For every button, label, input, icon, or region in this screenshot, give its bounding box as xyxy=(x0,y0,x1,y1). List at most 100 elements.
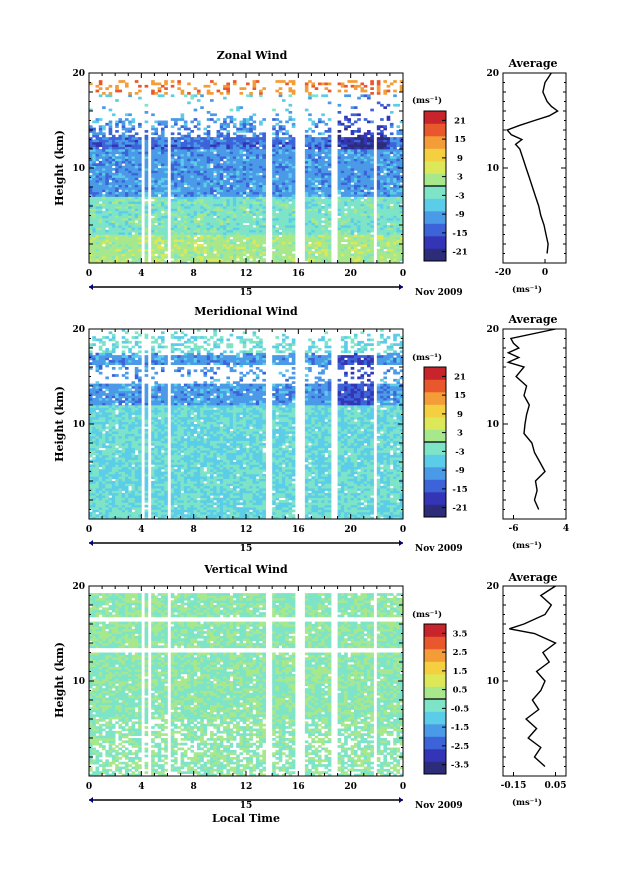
heatmap-cell xyxy=(275,255,280,259)
heatmap-cell xyxy=(219,220,224,223)
heatmap-cell xyxy=(249,201,253,204)
heatmap-cell xyxy=(223,258,227,261)
heatmap-cell xyxy=(128,92,132,95)
heatmap-cell xyxy=(213,149,217,152)
heatmap-cell xyxy=(121,210,126,214)
heatmap-cell xyxy=(246,220,250,223)
heatmap-cell xyxy=(190,239,195,242)
heatmap-cell xyxy=(206,229,211,233)
heatmap-cell xyxy=(291,191,296,195)
heatmap-cell xyxy=(164,158,168,162)
heatmap-cell xyxy=(367,172,371,176)
heatmap-cell xyxy=(399,232,404,235)
heatmap-cell xyxy=(314,258,319,261)
heatmap-cell xyxy=(396,168,401,171)
heatmap-cell xyxy=(272,196,276,200)
heatmap-cell xyxy=(160,255,165,259)
heatmap-cell xyxy=(102,163,106,166)
heatmap-cell xyxy=(357,244,361,247)
heatmap-cell xyxy=(108,208,113,212)
heatmap-cell xyxy=(246,215,250,219)
heatmap-cell xyxy=(288,187,293,190)
heatmap-cell xyxy=(170,84,175,88)
heatmap-cell xyxy=(98,229,103,233)
heatmap-cell xyxy=(128,220,132,223)
heatmap-cell xyxy=(144,103,149,107)
heatmap-cell xyxy=(360,227,365,231)
heatmap-cell xyxy=(363,182,368,185)
heatmap-cell xyxy=(180,168,185,171)
heatmap-cell xyxy=(308,236,312,240)
heatmap-cell xyxy=(138,170,142,174)
heatmap-cell xyxy=(160,156,165,159)
heatmap-cell xyxy=(272,206,276,209)
heatmap-cell xyxy=(226,130,230,133)
heatmap-cell xyxy=(246,179,250,183)
heatmap-cell xyxy=(278,163,283,166)
heatmap-cell xyxy=(259,213,263,216)
heatmap-cell xyxy=(347,139,352,143)
heatmap-cell xyxy=(317,179,322,183)
heatmap-cell xyxy=(154,175,159,178)
heatmap-cell xyxy=(370,87,374,90)
heatmap-cell xyxy=(383,137,387,140)
heatmap-cell xyxy=(347,248,352,252)
heatmap-cell xyxy=(262,144,266,147)
heatmap-cell xyxy=(259,246,263,250)
heatmap-cell xyxy=(190,253,195,257)
heatmap-cell xyxy=(262,210,266,214)
heatmap-cell xyxy=(200,198,204,202)
heatmap-cell xyxy=(170,168,175,171)
heatmap-cell xyxy=(102,225,106,228)
heatmap-cell xyxy=(170,220,175,223)
heatmap-cell xyxy=(183,229,188,233)
heatmap-cell xyxy=(124,260,129,264)
heatmap-cell xyxy=(370,234,374,238)
heatmap-cell xyxy=(340,210,345,214)
heatmap-cell xyxy=(242,253,247,257)
heatmap-cell xyxy=(98,118,103,121)
heatmap-cell xyxy=(121,175,126,178)
heatmap-cell xyxy=(370,170,374,174)
heatmap-cell xyxy=(226,168,230,171)
heatmap-cell xyxy=(285,229,289,233)
heatmap-cell xyxy=(252,232,257,235)
heatmap-cell xyxy=(232,248,237,252)
heatmap-cell xyxy=(242,87,247,90)
heatmap-cell xyxy=(340,156,345,159)
heatmap-cell xyxy=(285,137,289,140)
heatmap-cell xyxy=(180,241,185,245)
heatmap-cell xyxy=(98,246,103,250)
heatmap-cell xyxy=(180,255,185,259)
heatmap-cell xyxy=(259,170,263,174)
heatmap-cell xyxy=(111,241,116,245)
heatmap-cell xyxy=(118,229,123,233)
heatmap-cell xyxy=(98,137,103,140)
heatmap-cell xyxy=(393,141,397,145)
heatmap-cell xyxy=(367,239,371,242)
heatmap-cell xyxy=(219,236,224,240)
heatmap-cell xyxy=(393,172,397,176)
heatmap-cell xyxy=(259,137,263,140)
heatmap-cell xyxy=(353,156,358,159)
heatmap-cell xyxy=(196,170,201,174)
heatmap-cell xyxy=(272,213,276,216)
heatmap-cell xyxy=(281,255,286,259)
heatmap-cell xyxy=(92,206,96,209)
heatmap-cell xyxy=(134,153,139,157)
heatmap-cell xyxy=(193,125,198,128)
heatmap-cell xyxy=(157,258,162,261)
heatmap-cell xyxy=(288,118,293,121)
heatmap-cell xyxy=(281,141,286,145)
heatmap-cell xyxy=(164,203,168,207)
heatmap-cell xyxy=(321,234,325,238)
heatmap-cell xyxy=(327,255,332,259)
heatmap-cell xyxy=(376,232,381,235)
heatmap-cell xyxy=(92,139,96,143)
heatmap-cell xyxy=(324,201,329,204)
heatmap-cell xyxy=(353,160,358,164)
heatmap-cell xyxy=(170,160,175,164)
heatmap-cell xyxy=(396,229,401,233)
heatmap-cell xyxy=(223,260,227,264)
heatmap-cell xyxy=(317,141,322,145)
